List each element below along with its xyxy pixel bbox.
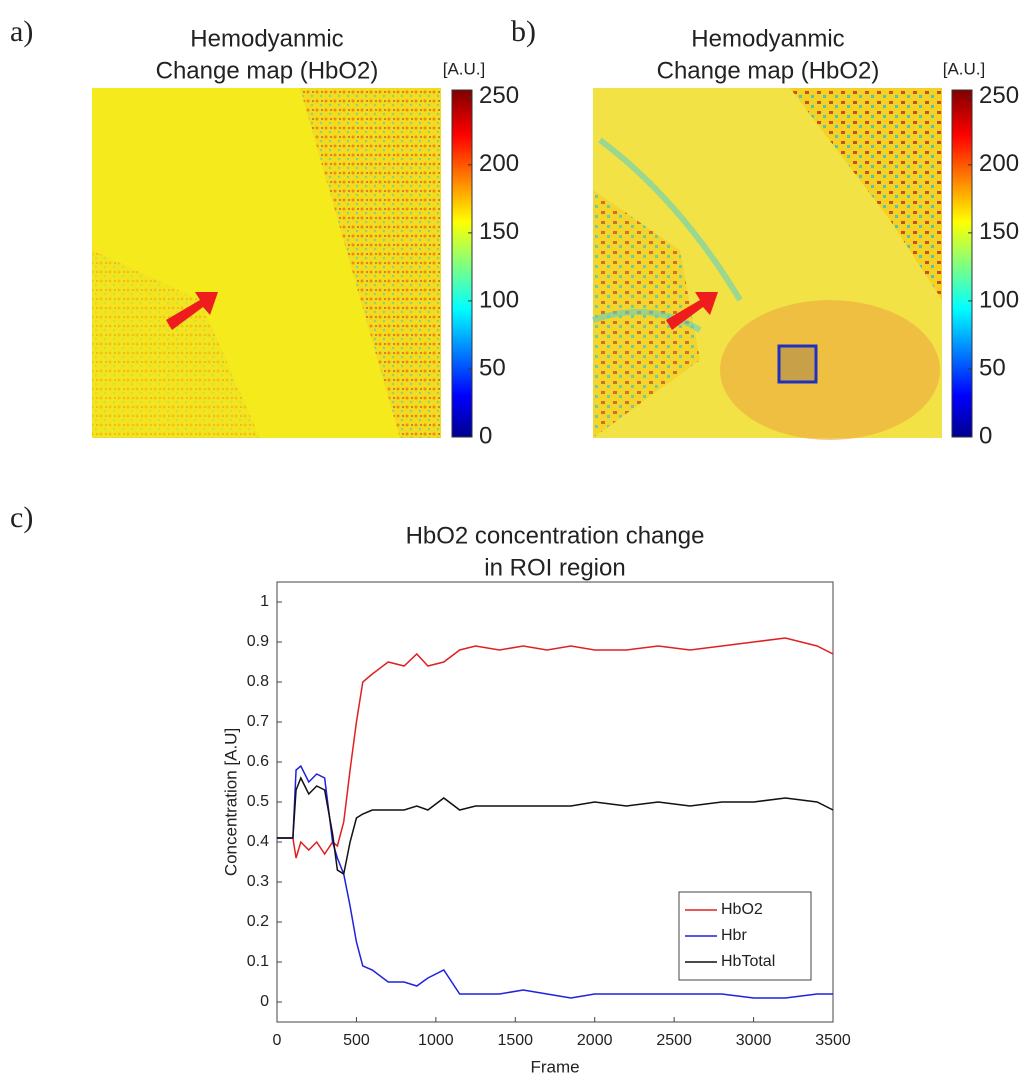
colorbar-tick-label: 100 (979, 286, 1019, 313)
legend-label: Hbr (721, 927, 747, 944)
x-tick-label: 1500 (497, 1032, 533, 1049)
y-tick-label: 0.7 (247, 713, 269, 730)
colorbar-tick-label: 150 (979, 218, 1019, 245)
y-tick-label: 1 (260, 593, 269, 610)
panel-label: b) (511, 15, 536, 48)
legend-label: HbO2 (721, 901, 763, 918)
colorbar-label: [A.U.] (943, 59, 986, 78)
y-tick-label: 0.4 (247, 833, 269, 850)
panel-label: a) (10, 15, 33, 48)
legend-label: HbTotal (721, 953, 775, 970)
x-tick-label: 1000 (418, 1032, 454, 1049)
x-tick-label: 0 (273, 1032, 282, 1049)
x-axis-label: Frame (530, 1057, 579, 1076)
series-line (277, 776, 834, 876)
y-tick-label: 0.5 (247, 793, 269, 810)
chart-title: HbO2 concentration change (406, 522, 705, 549)
colorbar-tick-label: 150 (479, 218, 519, 245)
x-tick-label: 500 (343, 1032, 370, 1049)
colorbar-tick-label: 100 (479, 286, 519, 313)
y-tick-label: 0.3 (247, 873, 269, 890)
colorbar-tick-label: 0 (979, 422, 992, 449)
x-tick-label: 2500 (656, 1032, 692, 1049)
colorbar-tick-label: 250 (479, 82, 519, 109)
y-axis-label: Concentration [A.U] (221, 728, 240, 876)
chart-title: Change map (HbO2) (156, 57, 379, 84)
x-tick-label: 3000 (736, 1032, 772, 1049)
colorbar (451, 89, 473, 438)
y-tick-label: 0 (260, 993, 269, 1010)
colorbar-tick-label: 200 (979, 150, 1019, 177)
y-tick-label: 0.2 (247, 913, 269, 930)
y-tick-label: 0.1 (247, 953, 269, 970)
chart-title: Hemodyanmic (190, 25, 343, 52)
y-tick-label: 0.8 (247, 673, 269, 690)
y-tick-label: 0.9 (247, 633, 269, 650)
colorbar (951, 89, 973, 438)
chart-title: in ROI region (484, 554, 625, 581)
x-tick-label: 2000 (577, 1032, 613, 1049)
colorbar-tick-label: 250 (979, 82, 1019, 109)
colorbar-tick-label: 200 (479, 150, 519, 177)
series-line (277, 637, 834, 859)
x-tick-label: 3500 (815, 1032, 851, 1049)
y-tick-label: 0.6 (247, 753, 269, 770)
colorbar-tick-label: 0 (479, 422, 492, 449)
chart-title: Change map (HbO2) (657, 57, 880, 84)
colorbar-label: [A.U.] (443, 59, 486, 78)
heatmap-b (592, 88, 942, 440)
colorbar-tick-label: 50 (979, 354, 1006, 381)
series-line (277, 764, 833, 999)
panel-label: c) (10, 501, 33, 534)
chart-title: Hemodyanmic (691, 25, 844, 52)
colorbar-tick-label: 50 (479, 354, 506, 381)
heatmap-a (92, 88, 441, 438)
